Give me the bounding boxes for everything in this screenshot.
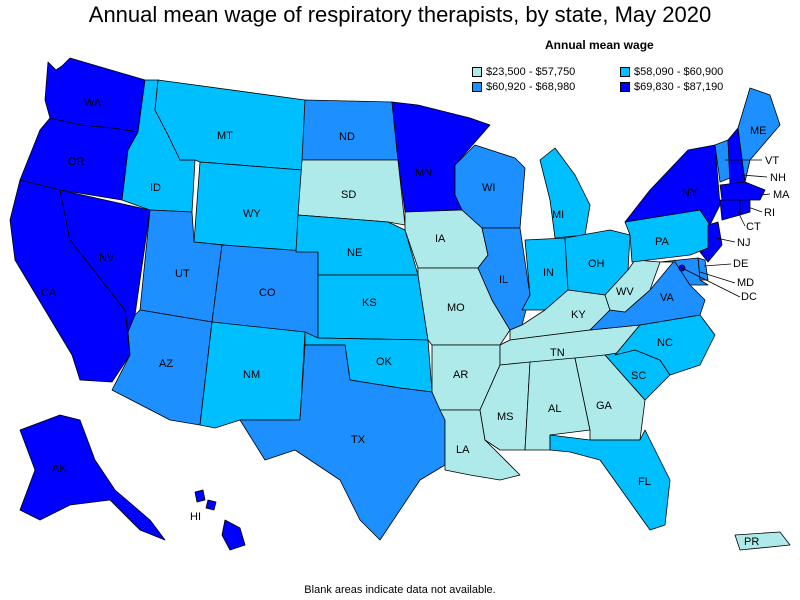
callout-lines xyxy=(681,159,771,298)
label-md: MD xyxy=(737,277,754,289)
label-ks: KS xyxy=(362,297,377,309)
legend-label: $69,830 - $87,190 xyxy=(634,81,724,93)
footer-note: Blank areas indicate data not available. xyxy=(304,584,496,596)
state-ct[interactable] xyxy=(719,199,741,221)
label-wy: WY xyxy=(243,208,261,220)
label-ca: CA xyxy=(41,287,57,299)
label-ky: KY xyxy=(571,309,586,321)
label-il: IL xyxy=(499,274,508,286)
label-id: ID xyxy=(150,182,161,194)
state-hi[interactable] xyxy=(221,519,246,551)
label-ct: CT xyxy=(746,221,761,233)
label-mi: MI xyxy=(552,209,564,221)
legend-label: $60,920 - $68,980 xyxy=(486,81,576,93)
label-hi: HI xyxy=(190,511,201,523)
state-hi-islet xyxy=(194,489,206,503)
label-al: AL xyxy=(548,403,561,415)
label-wa: WA xyxy=(84,97,102,109)
label-wi: WI xyxy=(482,182,495,194)
state-hi-islet xyxy=(205,499,217,511)
legend-item-tier-2: $60,920 - $68,980 xyxy=(472,81,575,93)
label-ia: IA xyxy=(435,233,446,245)
label-va: VA xyxy=(660,292,675,304)
legend-swatch xyxy=(472,67,482,77)
state-ri[interactable] xyxy=(739,199,751,216)
legend-label: $58,090 - $60,900 xyxy=(634,66,724,78)
state-sd[interactable] xyxy=(297,159,406,226)
state-wy[interactable] xyxy=(193,161,303,253)
legend-item-tier-0: $23,500 - $57,750 xyxy=(472,66,575,78)
label-wv: WV xyxy=(616,286,634,298)
label-sc: SC xyxy=(631,370,646,382)
label-tx: TX xyxy=(351,434,366,446)
label-in: IN xyxy=(543,267,554,279)
legend-item-tier-3: $69,830 - $87,190 xyxy=(620,81,723,93)
label-nj: NJ xyxy=(737,237,750,249)
label-mn: MN xyxy=(415,167,432,179)
state-tx[interactable] xyxy=(239,344,446,541)
label-ny: NY xyxy=(682,187,698,199)
label-sd: SD xyxy=(341,189,356,201)
label-pr: PR xyxy=(744,536,759,548)
label-ma: MA xyxy=(773,189,790,201)
label-ms: MS xyxy=(497,411,514,423)
state-nd[interactable] xyxy=(301,99,399,161)
label-dc: DC xyxy=(741,291,757,303)
label-tn: TN xyxy=(550,347,565,359)
state-fl[interactable] xyxy=(549,429,671,531)
label-ut: UT xyxy=(175,268,190,280)
label-mo: MO xyxy=(447,302,465,314)
state-nj[interactable] xyxy=(699,221,723,263)
label-or: OR xyxy=(68,156,85,168)
label-pa: PA xyxy=(655,236,670,248)
label-ok: OK xyxy=(376,356,393,368)
state-md[interactable] xyxy=(659,257,709,286)
state-wv[interactable] xyxy=(604,259,661,313)
legend-swatch xyxy=(620,67,630,77)
state-pr[interactable] xyxy=(734,531,791,551)
label-de: DE xyxy=(733,258,748,270)
state-ak[interactable] xyxy=(19,414,166,541)
legend-swatch xyxy=(472,82,482,92)
label-nm: NM xyxy=(243,369,260,381)
label-ne: NE xyxy=(347,247,362,259)
state-labels: WA OR CA NV ID MT WY UT CO AZ NM ND SD N… xyxy=(41,97,790,548)
label-ak: AK xyxy=(52,463,67,475)
state-ny[interactable] xyxy=(624,144,721,226)
state-ma[interactable] xyxy=(719,181,766,201)
label-az: AZ xyxy=(159,358,173,370)
label-ar: AR xyxy=(453,369,468,381)
label-nv: NV xyxy=(99,252,115,264)
label-la: LA xyxy=(456,444,470,456)
label-fl: FL xyxy=(638,476,651,488)
label-oh: OH xyxy=(588,258,605,270)
label-me: ME xyxy=(750,125,767,137)
label-ga: GA xyxy=(596,400,613,412)
label-mt: MT xyxy=(217,130,233,142)
map-title: Annual mean wage of respiratory therapis… xyxy=(88,2,712,27)
label-nc: NC xyxy=(657,337,673,349)
legend-swatch xyxy=(620,82,630,92)
legend-label: $23,500 - $57,750 xyxy=(486,66,576,78)
label-vt: VT xyxy=(765,155,779,167)
label-nh: NH xyxy=(770,172,786,184)
legend-title: Annual mean wage xyxy=(545,38,654,52)
label-nd: ND xyxy=(339,131,355,143)
label-co: CO xyxy=(259,287,276,299)
label-ri: RI xyxy=(764,207,775,219)
state-mi[interactable] xyxy=(539,147,591,239)
legend-item-tier-1: $58,090 - $60,900 xyxy=(620,66,723,78)
